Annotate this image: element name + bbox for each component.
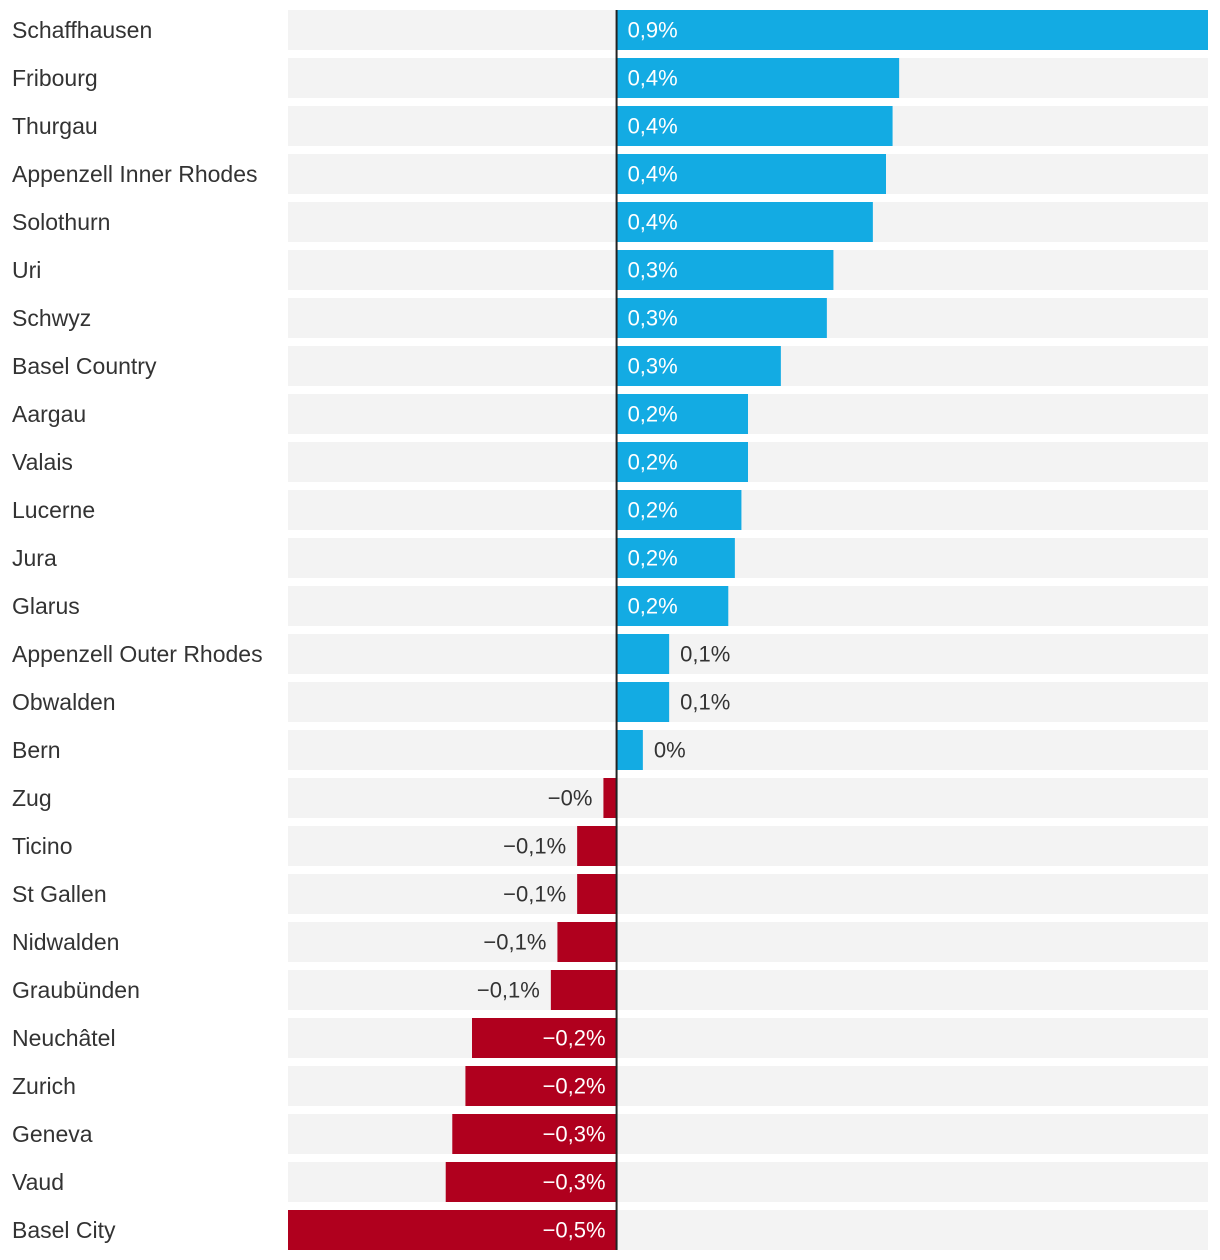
data-label: −0,1% (503, 882, 566, 907)
category-label: Schaffhausen (12, 17, 152, 43)
bar-track (288, 490, 1208, 530)
bar-track (288, 1114, 1208, 1154)
category-label: Appenzell Inner Rhodes (12, 161, 258, 187)
bar-track (288, 1066, 1208, 1106)
category-label: St Gallen (12, 881, 107, 907)
data-label: 0,1% (680, 642, 730, 667)
category-label: Graubünden (12, 977, 140, 1003)
track-layer (288, 10, 1208, 1250)
bar (616, 346, 781, 386)
bar-track (288, 538, 1208, 578)
bar (577, 874, 617, 914)
data-label: 0,9% (628, 18, 678, 43)
data-label: 0,4% (628, 114, 678, 139)
bar (465, 1066, 617, 1106)
data-label: −0,1% (477, 978, 540, 1003)
category-label: Zurich (12, 1073, 76, 1099)
data-label: 0,1% (680, 690, 730, 715)
category-label: Zug (12, 785, 52, 811)
category-label: Glarus (12, 593, 80, 619)
data-label: 0,4% (628, 162, 678, 187)
bar (616, 442, 748, 482)
data-label: 0,2% (628, 546, 678, 571)
bar (616, 106, 893, 146)
bar (616, 490, 742, 530)
bar (616, 202, 873, 242)
data-label: 0,4% (628, 66, 678, 91)
data-label: 0,2% (628, 402, 678, 427)
category-label: Solothurn (12, 209, 110, 235)
data-label: 0,2% (628, 498, 678, 523)
bar (616, 298, 827, 338)
bar-track (288, 874, 1208, 914)
data-label: 0,4% (628, 210, 678, 235)
data-label: 0,2% (628, 594, 678, 619)
data-label: −0,2% (543, 1074, 606, 1099)
category-label: Jura (12, 545, 57, 571)
bar-track (288, 826, 1208, 866)
category-label: Bern (12, 737, 61, 763)
category-label: Vaud (12, 1169, 64, 1195)
data-label: 0,2% (628, 450, 678, 475)
bar (616, 730, 643, 770)
bar (577, 826, 617, 866)
bar (616, 538, 735, 578)
category-label: Ticino (12, 833, 73, 859)
category-label-layer: Schaffhausen Fribourg Thurgau Appenzell Inn… (12, 17, 263, 1243)
data-label: −0,2% (543, 1026, 606, 1051)
data-label: 0,3% (628, 258, 678, 283)
data-label: −0,5% (543, 1218, 606, 1243)
bar-track (288, 778, 1208, 818)
bar (603, 778, 617, 818)
category-label: Schwyz (12, 305, 91, 331)
data-label: 0,3% (628, 306, 678, 331)
bar (616, 586, 729, 626)
category-label: Valais (12, 449, 73, 475)
bar (445, 1162, 617, 1202)
data-label: 0,3% (628, 354, 678, 379)
category-label: Basel City (12, 1217, 116, 1243)
bar (616, 10, 1208, 50)
data-label: −0,3% (543, 1122, 606, 1147)
bar-track (288, 730, 1208, 770)
category-label: Lucerne (12, 497, 95, 523)
data-label: −0% (548, 786, 593, 811)
bar-track (288, 586, 1208, 626)
bar (288, 1210, 617, 1250)
category-label: Neuchâtel (12, 1025, 116, 1051)
bar-layer (288, 10, 1208, 1250)
bar (472, 1018, 617, 1058)
category-label: Nidwalden (12, 929, 119, 955)
data-label: −0,1% (483, 930, 546, 955)
bar-track (288, 970, 1208, 1010)
category-label: Thurgau (12, 113, 98, 139)
bar-track (288, 682, 1208, 722)
bar (616, 250, 834, 290)
category-label: Obwalden (12, 689, 116, 715)
category-label: Geneva (12, 1121, 93, 1147)
bar (550, 970, 617, 1010)
bar (616, 394, 748, 434)
bar-track (288, 922, 1208, 962)
data-label: −0,1% (503, 834, 566, 859)
bar (452, 1114, 617, 1154)
bar-track (288, 634, 1208, 674)
category-label: Appenzell Outer Rhodes (12, 641, 263, 667)
category-label: Basel Country (12, 353, 157, 379)
category-label: Fribourg (12, 65, 98, 91)
bar (616, 634, 670, 674)
bar (616, 682, 670, 722)
bar (616, 154, 886, 194)
category-label: Uri (12, 257, 41, 283)
bar (557, 922, 617, 962)
bar-track (288, 1162, 1208, 1202)
data-label: −0,3% (543, 1170, 606, 1195)
value-label-layer: 0,9% 0,4% 0,4% 0,4% 0,4% 0,3% 0,3% 0,3% 0,2% 0,2%… (477, 18, 730, 1243)
bar-track (288, 1018, 1208, 1058)
category-label: Aargau (12, 401, 86, 427)
bar (616, 58, 900, 98)
data-label: 0% (654, 738, 686, 763)
